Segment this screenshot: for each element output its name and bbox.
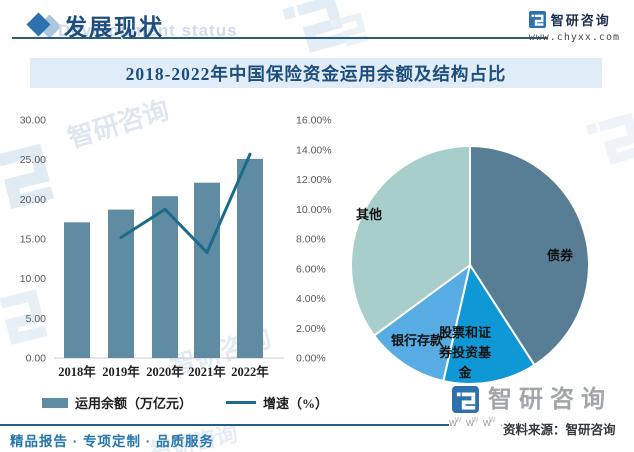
legend-item-balance: 运用余额（万亿元） xyxy=(42,393,192,412)
zhiyan-logo-icon xyxy=(528,11,546,28)
svg-text:10.00: 10.00 xyxy=(20,273,46,285)
footer-tagline: 精品报告 · 专项定制 · 品质服务 xyxy=(10,434,214,449)
svg-text:10.00%: 10.00% xyxy=(296,204,332,216)
svg-text:2.00%: 2.00% xyxy=(296,323,326,335)
balance-growth-combo-chart: 0.00 5.00 10.00 15.00 20.00 25.00 30.00 0.00% 2.… xyxy=(0,100,340,395)
svg-text:0.00%: 0.00% xyxy=(296,353,326,365)
brand-name: 智研咨询 xyxy=(550,13,611,28)
svg-text:2020年: 2020年 xyxy=(146,364,184,379)
svg-text:2018年: 2018年 xyxy=(58,364,96,379)
svg-text:0.00: 0.00 xyxy=(26,353,47,365)
svg-text:12.00%: 12.00% xyxy=(296,174,332,186)
footer-brand-www-decor: w w w . xyxy=(455,414,513,424)
pie-chart-canvas xyxy=(350,145,590,385)
svg-text:20.00: 20.00 xyxy=(20,194,46,206)
source-text: 资料来源：智研咨询 xyxy=(503,423,616,437)
svg-text:4.00%: 4.00% xyxy=(296,293,326,305)
allocation-pie-chart xyxy=(345,140,595,390)
title-banner: 2018-2022年中国保险资金运用余额及结构占比 xyxy=(30,58,602,88)
pie-label-bank-deposits: 银行存款 xyxy=(391,333,444,348)
bar-series-swatch-icon xyxy=(42,397,68,408)
svg-text:14.00%: 14.00% xyxy=(296,144,332,156)
footer-brand-watermark: 智研咨询 xyxy=(452,386,612,413)
combo-chart-canvas: 0.00 5.00 10.00 15.00 20.00 25.00 30.00 0.00% 2.… xyxy=(20,115,332,380)
legend-balance-label: 运用余额（万亿元） xyxy=(75,396,193,411)
pie-label-other: 其他 xyxy=(356,207,383,222)
footer-rule xyxy=(0,424,449,426)
svg-text:5.00: 5.00 xyxy=(26,313,47,325)
line-series-swatch-icon xyxy=(226,400,257,405)
footer-www-decor: w w w . xyxy=(449,417,507,429)
chart-legend: 运用余额（万亿元） 增速（%） xyxy=(42,393,328,412)
svg-text:2021年: 2021年 xyxy=(188,364,226,379)
pie-label-stocks-funds: 股票和证券投资基金 xyxy=(438,325,491,381)
header-rule xyxy=(12,37,548,39)
brand-website: www.chyxx.com xyxy=(528,32,620,43)
zhiyan-logo-icon xyxy=(452,386,479,413)
svg-text:30.00: 30.00 xyxy=(20,115,46,127)
svg-text:6.00%: 6.00% xyxy=(296,263,326,275)
section-title: 发展现状 xyxy=(64,15,164,40)
svg-text:15.00: 15.00 xyxy=(20,234,46,246)
pie-label-bonds: 债券 xyxy=(547,248,574,263)
section-subtitle-en: Development status xyxy=(58,21,238,40)
svg-text:8.00%: 8.00% xyxy=(296,234,326,246)
svg-text:2019年: 2019年 xyxy=(102,364,140,379)
footer-brand-name: 智研咨询 xyxy=(488,386,612,413)
legend-growth-label: 增速（%） xyxy=(263,396,329,411)
brand-block: 智研咨询 www.chyxx.com xyxy=(528,10,620,43)
legend-item-growth: 增速（%） xyxy=(226,393,328,412)
header: Development status 发展现状 智研咨询 www.chyxx.c… xyxy=(0,0,634,56)
svg-text:25.00: 25.00 xyxy=(20,154,46,166)
svg-text:16.00%: 16.00% xyxy=(296,115,332,127)
svg-text:2022年: 2022年 xyxy=(231,364,269,379)
page-title: 2018-2022年中国保险资金运用余额及结构占比 xyxy=(125,63,507,84)
